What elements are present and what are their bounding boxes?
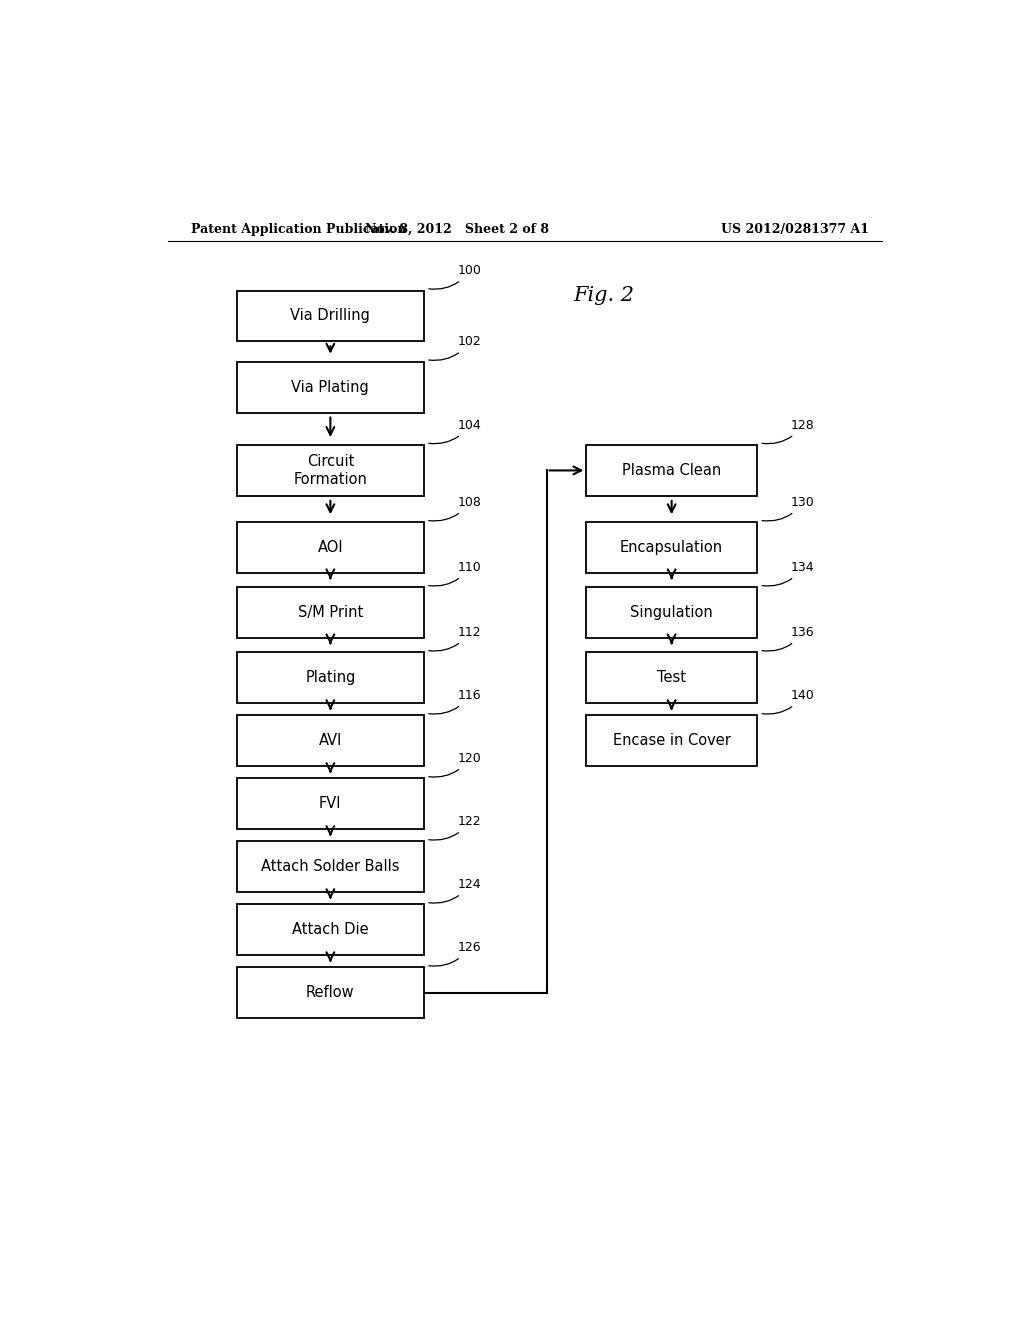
- Text: Reflow: Reflow: [306, 985, 354, 1001]
- Text: Nov. 8, 2012   Sheet 2 of 8: Nov. 8, 2012 Sheet 2 of 8: [366, 223, 549, 236]
- Text: Fig. 2: Fig. 2: [573, 286, 635, 305]
- Text: US 2012/0281377 A1: US 2012/0281377 A1: [721, 223, 868, 236]
- FancyBboxPatch shape: [238, 968, 424, 1018]
- Text: 130: 130: [762, 496, 815, 521]
- Text: Plating: Plating: [305, 671, 355, 685]
- FancyBboxPatch shape: [238, 715, 424, 766]
- Text: Via Plating: Via Plating: [292, 380, 370, 395]
- Text: Encase in Cover: Encase in Cover: [612, 734, 730, 748]
- Text: Attach Solder Balls: Attach Solder Balls: [261, 859, 399, 874]
- FancyBboxPatch shape: [238, 290, 424, 342]
- FancyBboxPatch shape: [238, 779, 424, 829]
- Text: 120: 120: [429, 752, 481, 777]
- FancyBboxPatch shape: [587, 445, 757, 496]
- FancyBboxPatch shape: [238, 362, 424, 412]
- Text: 104: 104: [429, 418, 481, 444]
- Text: Plasma Clean: Plasma Clean: [622, 463, 721, 478]
- FancyBboxPatch shape: [238, 445, 424, 496]
- Text: 134: 134: [762, 561, 815, 586]
- Text: 100: 100: [429, 264, 481, 289]
- FancyBboxPatch shape: [587, 652, 757, 704]
- Text: 128: 128: [762, 418, 815, 444]
- Text: 136: 136: [762, 626, 815, 651]
- Text: S/M Print: S/M Print: [298, 606, 362, 620]
- Text: 102: 102: [429, 335, 481, 360]
- FancyBboxPatch shape: [587, 715, 757, 766]
- Text: Patent Application Publication: Patent Application Publication: [191, 223, 407, 236]
- FancyBboxPatch shape: [587, 523, 757, 573]
- FancyBboxPatch shape: [238, 587, 424, 638]
- Text: Attach Die: Attach Die: [292, 923, 369, 937]
- Text: 124: 124: [429, 878, 481, 903]
- Text: Test: Test: [657, 671, 686, 685]
- Text: 116: 116: [429, 689, 481, 714]
- Text: FVI: FVI: [319, 796, 342, 812]
- FancyBboxPatch shape: [238, 523, 424, 573]
- Text: 140: 140: [762, 689, 815, 714]
- Text: 108: 108: [429, 496, 481, 521]
- FancyBboxPatch shape: [238, 841, 424, 892]
- Text: 110: 110: [429, 561, 481, 586]
- FancyBboxPatch shape: [238, 904, 424, 956]
- Text: 126: 126: [429, 941, 481, 966]
- Text: AVI: AVI: [318, 734, 342, 748]
- FancyBboxPatch shape: [238, 652, 424, 704]
- Text: AOI: AOI: [317, 540, 343, 556]
- Text: Circuit
Formation: Circuit Formation: [294, 454, 368, 487]
- Text: 122: 122: [429, 816, 481, 840]
- Text: 112: 112: [429, 626, 481, 651]
- Text: Via Drilling: Via Drilling: [291, 309, 371, 323]
- FancyBboxPatch shape: [587, 587, 757, 638]
- Text: Singulation: Singulation: [630, 606, 713, 620]
- Text: Encapsulation: Encapsulation: [621, 540, 723, 556]
